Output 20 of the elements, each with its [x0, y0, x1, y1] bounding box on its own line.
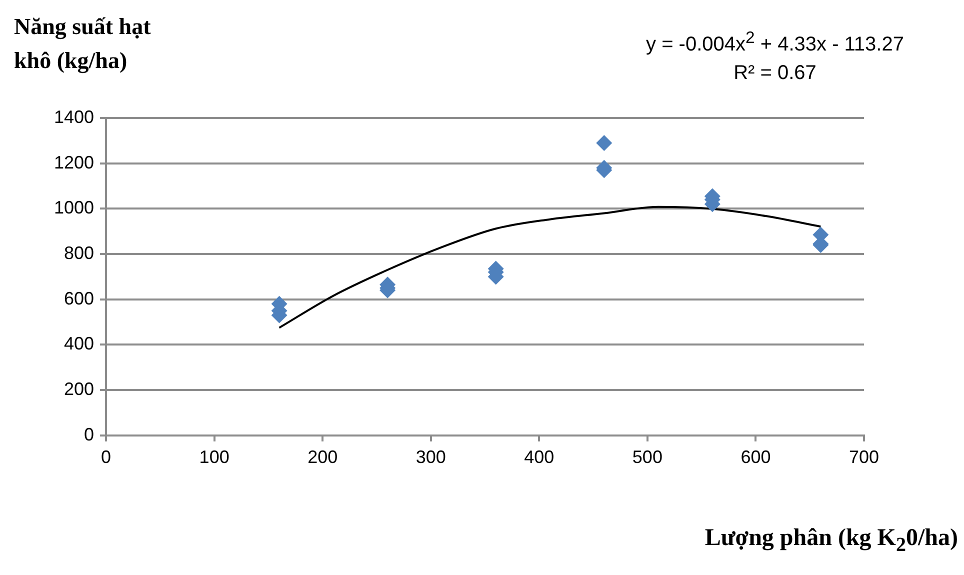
y-tick-label: 0	[84, 424, 94, 444]
y-tick-label: 800	[64, 242, 94, 263]
text: R² = 0.67	[732, 62, 818, 85]
x-tick-label: 400	[524, 447, 554, 468]
x-tick-label: 0	[101, 447, 112, 468]
x-axis-title: Lượng phân (kg K$_{2}$0/ha)	[704, 525, 958, 557]
x-tick-label: 600	[740, 447, 771, 468]
y-tick-label: 1000	[54, 198, 94, 218]
y-tick-label: 600	[64, 288, 94, 308]
y-tick-label: 1200	[54, 152, 94, 172]
x-tick-label: 700	[848, 447, 880, 468]
x-tick-label: 300	[416, 447, 446, 468]
x-tick-label: 200	[308, 447, 338, 468]
x-tick-label: 100	[199, 447, 230, 468]
x-tick-label: 500	[632, 447, 662, 468]
text: y = -0.004x$^{2}$ + 4.33x - 113.27	[645, 28, 905, 57]
y-axis-title: Năng suất hạt khô (kg/ha)	[14, 13, 152, 76]
y-tick-label: 400	[64, 334, 94, 354]
y-tick-label: 1400	[54, 106, 94, 127]
y-tick-label: 200	[64, 379, 94, 400]
